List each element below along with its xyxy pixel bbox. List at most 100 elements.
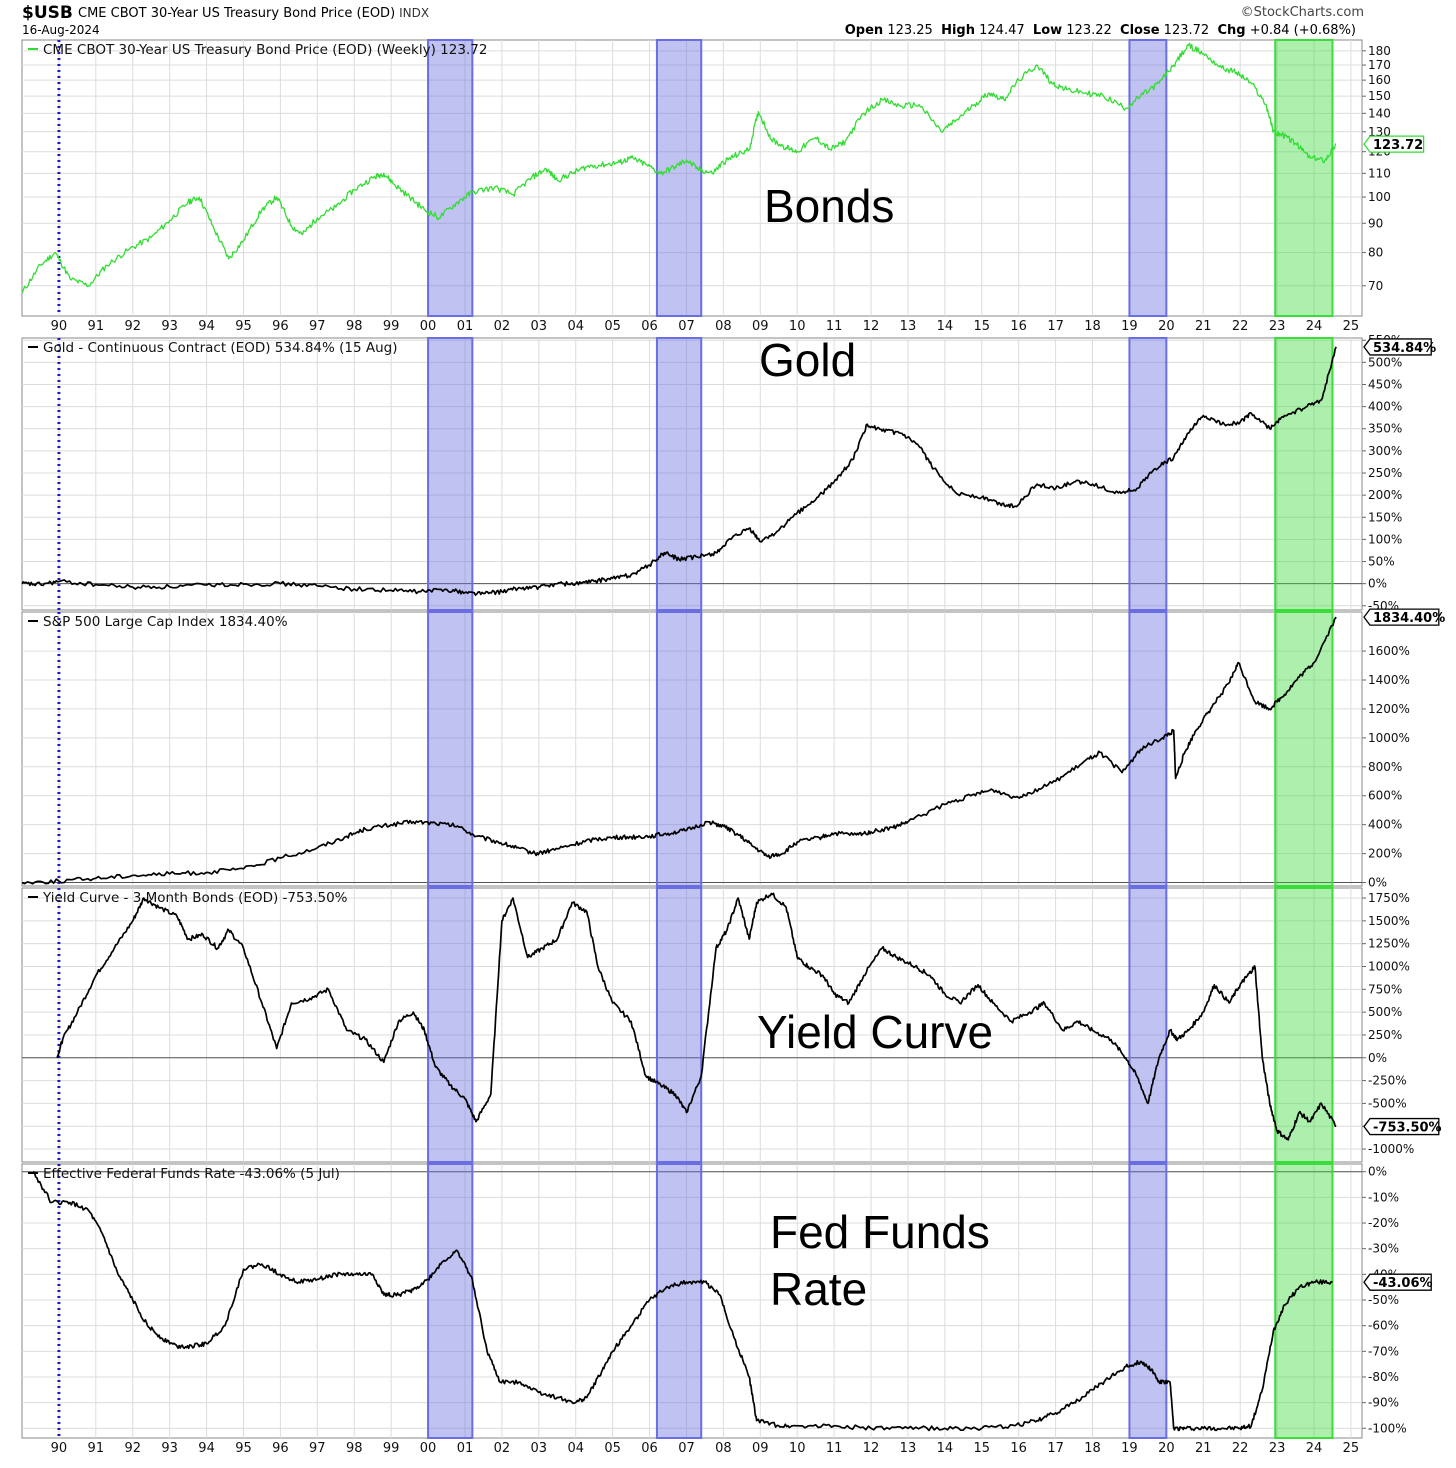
highlight-band	[1128, 1163, 1168, 1439]
y-tick-label: 100%	[1368, 532, 1402, 546]
x-tick-label: 24	[1306, 319, 1323, 334]
symbol-title-text: CME CBOT 30-Year US Treasury Bond Price …	[78, 6, 396, 21]
legend-label: S&P 500 Large Cap Index 1834.40%	[43, 614, 288, 630]
x-tick-label: 20	[1158, 1441, 1175, 1456]
series-line-sp500	[21, 616, 1337, 885]
x-tick-label: 05	[604, 1441, 621, 1456]
y-tick-label: 1200%	[1368, 702, 1410, 716]
last-value-label: -43.06%	[1373, 1276, 1433, 1291]
open-label: Open	[844, 23, 884, 38]
x-tick-label: 91	[88, 319, 105, 334]
panel-fed_funds: -100%-90%-80%-70%-60%-50%-40%-30%-20%-10…	[21, 1163, 1433, 1439]
y-tick-label: 50%	[1368, 555, 1395, 569]
x-tick-label: 25	[1343, 319, 1360, 334]
x-tick-label: 93	[161, 319, 178, 334]
chg-label: Chg	[1217, 23, 1246, 38]
x-tick-label: 16	[1010, 1441, 1027, 1456]
y-tick-label: 80	[1368, 246, 1383, 260]
symbol-label: $USB	[22, 3, 73, 23]
x-tick-label: 14	[937, 319, 954, 334]
series-line-yield_curve	[56, 892, 1337, 1141]
legend-label: Gold - Continuous Contract (EOD) 534.84%…	[43, 340, 398, 356]
x-tick-label: 02	[494, 319, 511, 334]
x-tick-label: 21	[1195, 1441, 1212, 1456]
y-tick-label: -1000%	[1368, 1142, 1414, 1156]
x-tick-label: 06	[641, 319, 658, 334]
x-tick-label: 05	[604, 319, 621, 334]
x-tick-label: 97	[309, 319, 326, 334]
highlight-band	[655, 39, 703, 317]
x-tick-label: 22	[1232, 319, 1249, 334]
x-tick-label: 17	[1047, 319, 1064, 334]
x-tick-label: 08	[715, 1441, 732, 1456]
y-tick-label: 0%	[1368, 1051, 1387, 1065]
close-value: 123.72	[1163, 23, 1210, 38]
y-tick-label: 110	[1368, 166, 1391, 180]
highlight-band	[655, 887, 703, 1163]
highlight-band	[1128, 887, 1168, 1163]
x-tick-label: 16	[1010, 319, 1027, 334]
x-tick-label: 15	[974, 1441, 991, 1456]
x-tick-label: 00	[420, 1441, 437, 1456]
last-value-label: -753.50%	[1373, 1121, 1442, 1136]
x-axis-top: 90 91 92 93 94 95 96 97 98 99 00 01 02 03 04 05 06 07 08 09…	[51, 319, 1360, 334]
x-tick-label: 11	[826, 319, 843, 334]
x-tick-label: 00	[420, 319, 437, 334]
y-tick-label: 400%	[1368, 400, 1402, 414]
x-tick-label: 13	[900, 319, 917, 334]
x-tick-label: 06	[641, 1441, 658, 1456]
x-tick-label: 07	[678, 1441, 695, 1456]
x-tick-label: 24	[1306, 1441, 1323, 1456]
y-tick-label: 140	[1368, 106, 1391, 120]
y-tick-label: -100%	[1368, 1421, 1407, 1435]
y-tick-label: 1400%	[1368, 673, 1410, 687]
y-tick-label: 250%	[1368, 1028, 1402, 1042]
highlight-band	[1274, 1163, 1334, 1439]
highlight-band	[427, 887, 474, 1163]
panel-yield_curve: -1000%-750%-500%-250%0%250%500%750%1000%…	[21, 887, 1442, 1163]
x-tick-label: 03	[531, 319, 548, 334]
y-tick-label: 500%	[1368, 355, 1402, 369]
exchange-label: INDX	[399, 6, 430, 20]
date-label: 16-Aug-2024	[22, 23, 100, 37]
y-tick-label: 300%	[1368, 444, 1402, 458]
x-tick-label: 92	[124, 319, 141, 334]
y-tick-label: -60%	[1368, 1319, 1399, 1333]
y-tick-label: 0%	[1368, 577, 1387, 591]
series-line-fed_funds	[32, 1171, 1333, 1432]
low-value: 123.22	[1066, 23, 1112, 38]
x-tick-label: 95	[235, 1441, 252, 1456]
x-tick-label: 90	[51, 1441, 68, 1456]
last-value-tag	[1363, 338, 1432, 356]
x-tick-label: 19	[1121, 1441, 1138, 1456]
x-tick-label: 23	[1269, 1441, 1286, 1456]
series-line-gold	[21, 346, 1337, 596]
y-tick-label: 150	[1368, 89, 1391, 103]
y-tick-label: 400%	[1368, 818, 1402, 832]
x-tick-label: 13	[900, 1441, 917, 1456]
x-tick-label: 17	[1047, 1441, 1064, 1456]
x-tick-label: 11	[826, 1441, 843, 1456]
y-tick-label: -250%	[1368, 1074, 1407, 1088]
y-tick-label: 1750%	[1368, 891, 1410, 905]
x-tick-label: 23	[1269, 319, 1286, 334]
y-tick-label: 170	[1368, 58, 1391, 72]
ohlc-readout: Open 123.25 High 124.47 Low 123.22 Close…	[845, 23, 1356, 38]
x-tick-label: 12	[863, 1441, 880, 1456]
highlight-band	[1274, 39, 1334, 317]
highlight-band	[427, 611, 474, 887]
y-tick-label: -20%	[1368, 1216, 1399, 1230]
x-tick-label: 04	[567, 319, 584, 334]
y-tick-label: 180	[1368, 44, 1391, 58]
y-tick-label: 200%	[1368, 847, 1402, 861]
y-tick-label: 160	[1368, 73, 1391, 87]
x-tick-label: 03	[531, 1441, 548, 1456]
highlight-band	[427, 337, 474, 611]
last-value-label: 123.72	[1373, 138, 1423, 153]
y-tick-label: 1250%	[1368, 937, 1410, 951]
x-tick-label: 20	[1158, 319, 1175, 334]
x-tick-label: 02	[494, 1441, 511, 1456]
x-tick-label: 93	[161, 1441, 178, 1456]
x-tick-label: 15	[974, 319, 991, 334]
